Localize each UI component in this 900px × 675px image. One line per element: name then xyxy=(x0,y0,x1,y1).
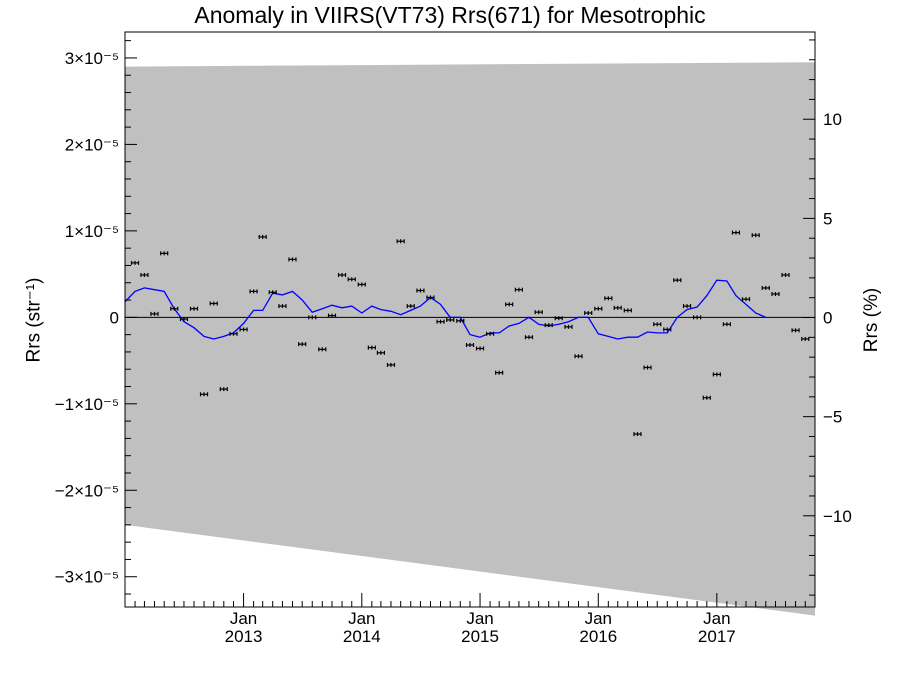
data-point xyxy=(347,277,356,282)
data-point xyxy=(741,297,751,302)
data-point xyxy=(406,304,415,309)
data-point xyxy=(594,306,603,311)
data-point xyxy=(544,323,553,328)
data-point xyxy=(731,230,741,235)
data-point xyxy=(534,310,543,315)
x-tick-label-month: Jan xyxy=(703,609,730,628)
data-point xyxy=(643,365,652,370)
data-point xyxy=(189,306,199,311)
data-point xyxy=(564,324,573,329)
data-point xyxy=(781,272,790,277)
x-tick-label-year: 2015 xyxy=(461,627,499,646)
chart-title: Anomaly in VIIRS(VT73) Rrs(671) for Meso… xyxy=(194,2,706,28)
data-point xyxy=(722,322,731,327)
x-tick-label-month: Jan xyxy=(348,609,375,628)
data-point xyxy=(514,287,524,292)
data-point xyxy=(219,387,228,392)
x-tick-label-year: 2017 xyxy=(698,627,736,646)
data-point xyxy=(416,288,425,293)
data-point xyxy=(751,233,760,238)
x-tick-label-year: 2014 xyxy=(343,627,381,646)
data-point xyxy=(367,345,376,350)
data-point xyxy=(258,234,267,239)
data-point xyxy=(288,257,297,262)
data-point xyxy=(327,313,337,318)
data-point xyxy=(801,336,810,341)
y-tick-label-left: −1×10⁻⁵ xyxy=(55,395,119,414)
data-point xyxy=(130,260,140,265)
y-tick-label-right: 5 xyxy=(823,209,832,228)
data-point xyxy=(791,328,800,333)
x-tick-label-month: Jan xyxy=(230,609,257,628)
y-tick-label-left: −3×10⁻⁵ xyxy=(55,568,119,587)
data-point xyxy=(396,239,405,244)
y-tick-label-right: 10 xyxy=(823,110,842,129)
y-tick-label-left: 1×10⁻⁵ xyxy=(65,222,119,241)
uncertainty-band xyxy=(125,62,815,616)
data-point xyxy=(574,354,583,359)
y-tick-label-left: 0 xyxy=(110,308,119,327)
data-point xyxy=(229,331,238,336)
data-point xyxy=(386,362,396,367)
data-point xyxy=(199,392,209,397)
data-point xyxy=(298,342,307,347)
y-tick-label-left: −2×10⁻⁵ xyxy=(55,481,119,500)
data-point xyxy=(376,350,386,355)
data-point xyxy=(761,285,770,290)
data-point xyxy=(278,304,287,309)
data-point xyxy=(357,282,366,287)
y-tick-label-left: 2×10⁻⁵ xyxy=(65,135,119,154)
x-tick-label-year: 2013 xyxy=(225,627,263,646)
data-point xyxy=(682,304,692,309)
data-point xyxy=(702,395,711,400)
data-point xyxy=(663,327,672,332)
data-point xyxy=(308,315,317,320)
data-point xyxy=(465,343,475,348)
data-point xyxy=(318,347,327,352)
data-point xyxy=(268,290,277,295)
data-point xyxy=(426,295,435,300)
data-point xyxy=(524,335,534,340)
data-point xyxy=(179,317,189,322)
data-point xyxy=(150,311,159,316)
data-point xyxy=(712,372,721,377)
data-point xyxy=(170,306,179,311)
data-point xyxy=(505,302,514,307)
x-tick-label-month: Jan xyxy=(585,609,612,628)
data-point xyxy=(623,308,632,313)
data-point xyxy=(673,278,682,283)
y-tick-label-right: −5 xyxy=(823,408,842,427)
data-point xyxy=(604,296,613,301)
y-tick-label-right: 0 xyxy=(823,309,832,328)
x-tick-label-month: Jan xyxy=(466,609,493,628)
data-point xyxy=(446,317,455,322)
data-point xyxy=(633,432,642,437)
data-point xyxy=(249,289,258,294)
data-point xyxy=(692,315,702,320)
data-point xyxy=(475,346,485,351)
data-point xyxy=(140,272,149,277)
x-tick-label-year: 2016 xyxy=(579,627,617,646)
data-point xyxy=(209,301,218,306)
data-point xyxy=(613,305,622,310)
data-point xyxy=(456,318,465,323)
data-point xyxy=(495,370,504,375)
data-point xyxy=(337,272,347,277)
y-tick-label-left: 3×10⁻⁵ xyxy=(65,49,119,68)
data-point xyxy=(584,311,593,316)
data-point xyxy=(653,322,662,327)
data-point xyxy=(771,291,780,296)
data-point xyxy=(485,331,495,336)
data-point xyxy=(239,327,248,332)
data-point xyxy=(554,316,563,321)
data-point xyxy=(436,319,445,324)
y-tick-label-right: −10 xyxy=(823,507,852,526)
data-point xyxy=(160,251,169,256)
